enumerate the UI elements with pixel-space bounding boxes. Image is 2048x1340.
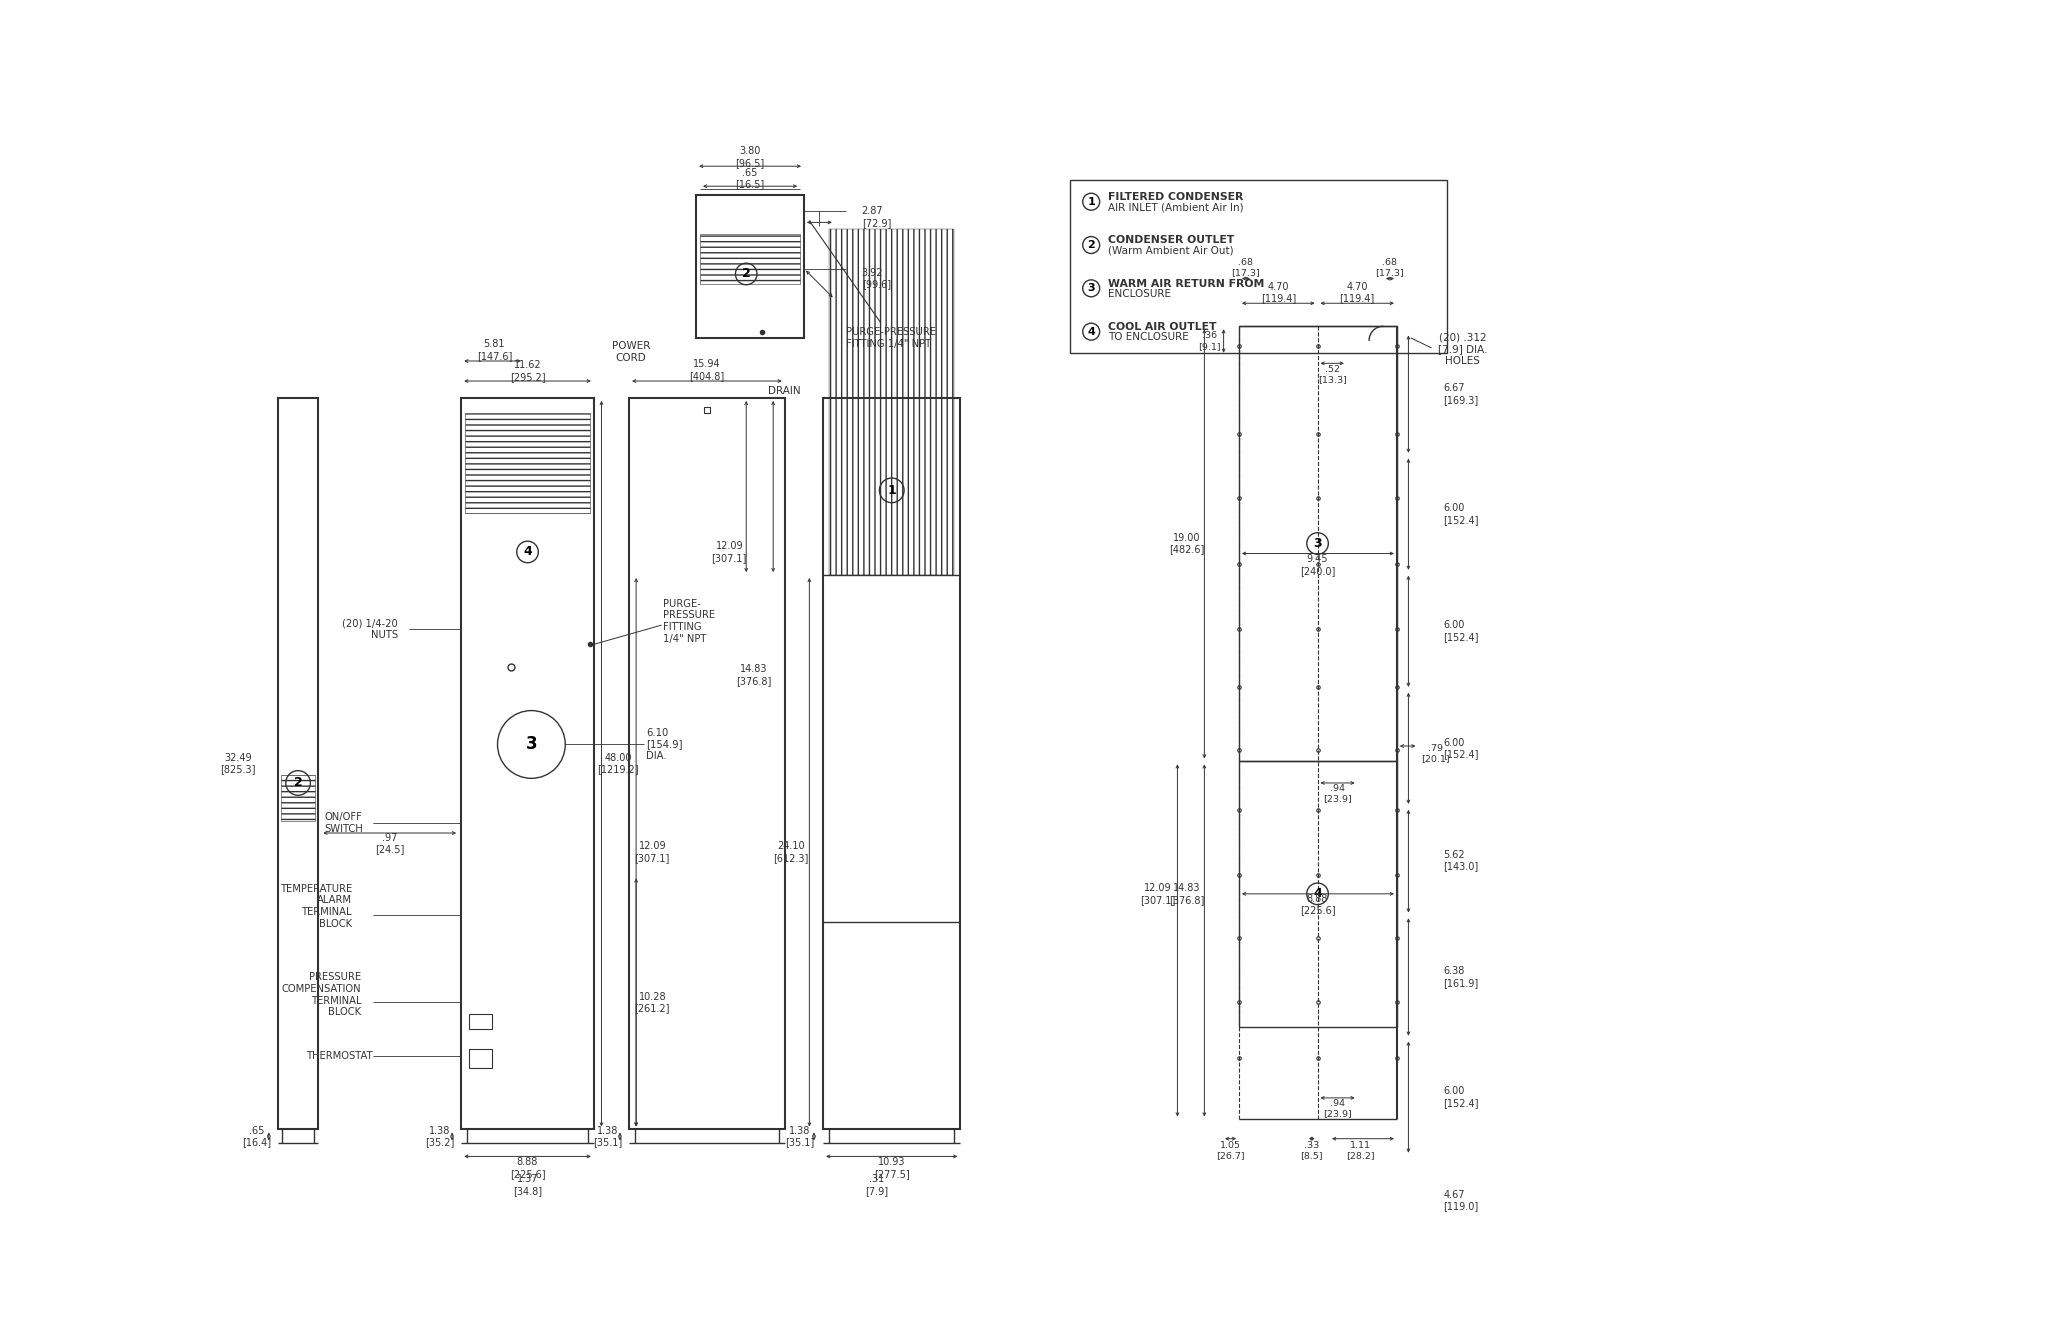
- Text: WARM AIR RETURN FROM: WARM AIR RETURN FROM: [1108, 279, 1264, 288]
- Text: 4: 4: [1087, 327, 1096, 336]
- Text: 10.93
[277.5]: 10.93 [277.5]: [874, 1158, 909, 1179]
- Text: 3.80
[96.5]: 3.80 [96.5]: [735, 146, 764, 168]
- Bar: [829, 229, 954, 575]
- Text: 32.49
[825.3]: 32.49 [825.3]: [221, 753, 256, 775]
- Text: 6.67
[169.3]: 6.67 [169.3]: [1444, 383, 1479, 405]
- Text: 3: 3: [1087, 283, 1096, 293]
- Text: (20) .312
[7.9] DIA.
HOLES: (20) .312 [7.9] DIA. HOLES: [1438, 332, 1487, 366]
- Text: 19.00
[482.6]: 19.00 [482.6]: [1169, 533, 1204, 555]
- Text: 8.88
[225.6]: 8.88 [225.6]: [510, 1158, 545, 1179]
- Text: 1: 1: [887, 484, 897, 497]
- Text: .36
[9.1]: .36 [9.1]: [1198, 331, 1221, 351]
- Text: 1.38
[35.1]: 1.38 [35.1]: [594, 1126, 623, 1147]
- Bar: [1239, 761, 1397, 1026]
- Text: 1.05
[26.7]: 1.05 [26.7]: [1217, 1140, 1245, 1160]
- Text: CONDENSER OUTLET: CONDENSER OUTLET: [1108, 236, 1235, 245]
- Text: 3: 3: [1313, 537, 1321, 549]
- Text: AIR INLET (Ambient Air In): AIR INLET (Ambient Air In): [1108, 202, 1243, 212]
- Text: .65
[16.5]: .65 [16.5]: [735, 168, 764, 189]
- Text: DRAIN: DRAIN: [768, 386, 801, 395]
- Text: .94
[23.9]: .94 [23.9]: [1323, 784, 1352, 804]
- Text: ENCLOSURE: ENCLOSURE: [1108, 288, 1171, 299]
- Text: 5.81
[147.6]: 5.81 [147.6]: [477, 339, 512, 360]
- Text: POWER
CORD: POWER CORD: [612, 340, 649, 363]
- Bar: [465, 413, 590, 513]
- Bar: [1069, 180, 1448, 354]
- Text: TO ENCLOSURE: TO ENCLOSURE: [1108, 332, 1190, 342]
- Text: 4.70
[119.4]: 4.70 [119.4]: [1262, 281, 1296, 303]
- Bar: [696, 196, 805, 338]
- Text: 2: 2: [1087, 240, 1096, 251]
- Bar: [461, 398, 594, 1130]
- Text: 4.70
[119.4]: 4.70 [119.4]: [1339, 281, 1374, 303]
- Text: 1.38
[35.2]: 1.38 [35.2]: [426, 1126, 455, 1147]
- Text: 4: 4: [522, 545, 532, 559]
- Text: 1.38
[35.1]: 1.38 [35.1]: [786, 1126, 815, 1147]
- Text: 2.87
[72.9]: 2.87 [72.9]: [862, 206, 891, 228]
- Text: FILTERED CONDENSER: FILTERED CONDENSER: [1108, 192, 1243, 202]
- Text: 6.00
[152.4]: 6.00 [152.4]: [1444, 1087, 1479, 1108]
- Bar: [700, 234, 801, 284]
- Text: PURGE-PRESSURE
FITTING 1/4" NPT: PURGE-PRESSURE FITTING 1/4" NPT: [809, 221, 936, 348]
- Text: 6.38
[161.9]: 6.38 [161.9]: [1444, 966, 1479, 988]
- Bar: [469, 1049, 492, 1068]
- Text: 3: 3: [526, 736, 537, 753]
- Text: 4: 4: [1313, 887, 1321, 900]
- Text: 2: 2: [741, 268, 752, 280]
- Bar: [629, 398, 784, 1130]
- Bar: [469, 1014, 492, 1029]
- Text: THERMOSTAT: THERMOSTAT: [305, 1052, 373, 1061]
- Text: TEMPERATURE
ALARM
TERMINAL
BLOCK: TEMPERATURE ALARM TERMINAL BLOCK: [281, 884, 352, 929]
- Text: COOL AIR OUTLET: COOL AIR OUTLET: [1108, 322, 1217, 332]
- Text: (Warm Ambient Air Out): (Warm Ambient Air Out): [1108, 245, 1233, 256]
- Text: .68
[17.3]: .68 [17.3]: [1231, 259, 1260, 277]
- Text: 6.10
[154.9]
DIA.: 6.10 [154.9] DIA.: [645, 728, 682, 761]
- Text: 2: 2: [293, 776, 303, 789]
- Text: 15.94
[404.8]: 15.94 [404.8]: [690, 359, 725, 381]
- Bar: [281, 776, 315, 821]
- Bar: [279, 398, 317, 1130]
- Text: .33
[8.5]: .33 [8.5]: [1300, 1140, 1323, 1160]
- Text: 6.00
[152.4]: 6.00 [152.4]: [1444, 737, 1479, 758]
- Text: 5.62
[143.0]: 5.62 [143.0]: [1444, 850, 1479, 871]
- Text: 14.83
[376.8]: 14.83 [376.8]: [735, 665, 772, 686]
- Text: 1: 1: [1087, 197, 1096, 206]
- Text: 11.62
[295.2]: 11.62 [295.2]: [510, 360, 545, 382]
- Text: .52
[13.3]: .52 [13.3]: [1317, 366, 1348, 385]
- Text: ON/OFF
SWITCH: ON/OFF SWITCH: [324, 812, 362, 833]
- Text: 12.09
[307.1]: 12.09 [307.1]: [711, 541, 748, 563]
- Text: 12.09
[307.1]: 12.09 [307.1]: [635, 842, 670, 863]
- Text: .79
[20.1]: .79 [20.1]: [1421, 744, 1450, 764]
- Text: PRESSURE
COMPENSATION
TERMINAL
BLOCK: PRESSURE COMPENSATION TERMINAL BLOCK: [281, 973, 360, 1017]
- Text: 48.00
[1219.2]: 48.00 [1219.2]: [598, 753, 639, 775]
- Text: 6.00
[152.4]: 6.00 [152.4]: [1444, 620, 1479, 642]
- Text: .94
[23.9]: .94 [23.9]: [1323, 1099, 1352, 1119]
- Bar: [1239, 327, 1397, 761]
- Text: .31
[7.9]: .31 [7.9]: [864, 1174, 889, 1195]
- Text: (20) 1/4-20
NUTS: (20) 1/4-20 NUTS: [342, 618, 397, 639]
- Text: 8.88
[225.6]: 8.88 [225.6]: [1300, 894, 1335, 915]
- Bar: [823, 398, 961, 1130]
- Text: .68
[17.3]: .68 [17.3]: [1376, 259, 1405, 277]
- Text: 24.10
[612.3]: 24.10 [612.3]: [774, 842, 809, 863]
- Text: 1.11
[28.2]: 1.11 [28.2]: [1346, 1140, 1374, 1160]
- Text: 12.09
[307.1]: 12.09 [307.1]: [1141, 883, 1176, 905]
- Text: 4.67
[119.0]: 4.67 [119.0]: [1444, 1190, 1479, 1211]
- Text: 14.83
[376.8]: 14.83 [376.8]: [1169, 883, 1204, 905]
- Text: PURGE-
PRESSURE
FITTING
1/4" NPT: PURGE- PRESSURE FITTING 1/4" NPT: [664, 599, 715, 643]
- Text: .65
[16.4]: .65 [16.4]: [242, 1126, 270, 1147]
- Text: 3.92
[99.6]: 3.92 [99.6]: [862, 268, 891, 289]
- Text: .97
[24.5]: .97 [24.5]: [375, 833, 403, 855]
- Text: 9.45
[240.0]: 9.45 [240.0]: [1300, 555, 1335, 576]
- Text: 1.37
[34.8]: 1.37 [34.8]: [512, 1174, 543, 1195]
- Text: 6.00
[152.4]: 6.00 [152.4]: [1444, 504, 1479, 525]
- Text: 10.28
[261.2]: 10.28 [261.2]: [635, 992, 670, 1013]
